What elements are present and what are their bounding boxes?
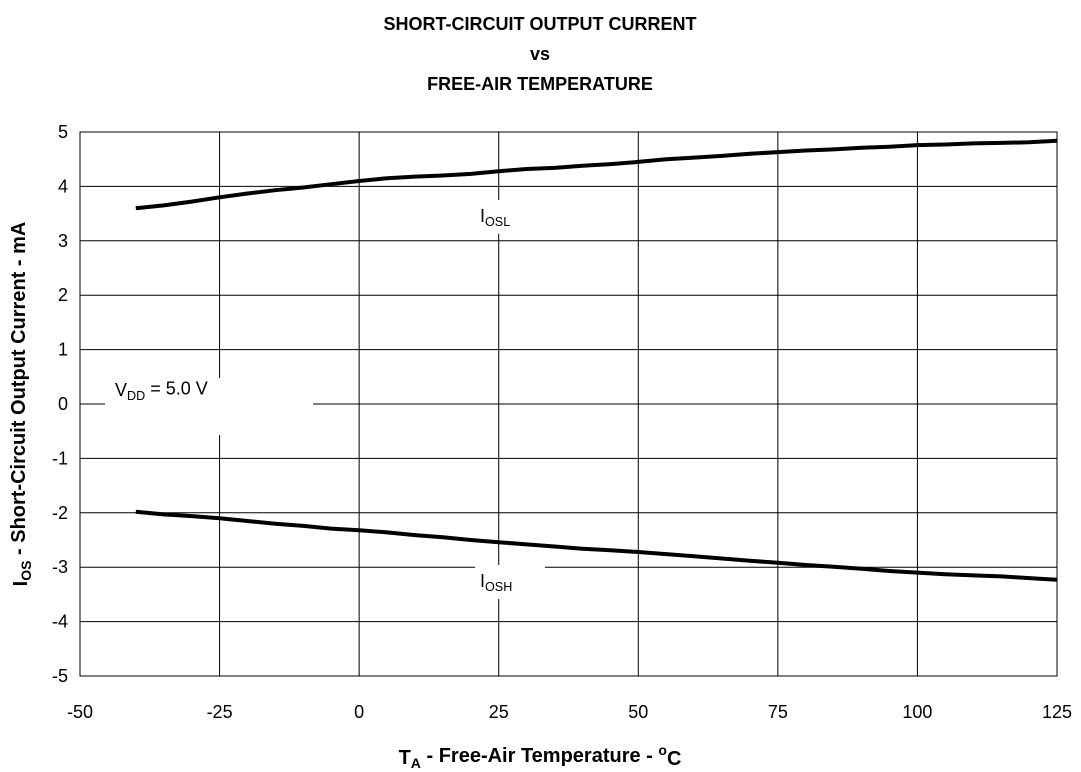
y-tick-label: 2 <box>58 285 68 305</box>
chart-title: FREE-AIR TEMPERATURE <box>427 74 653 94</box>
y-tick-label: 1 <box>58 340 68 360</box>
annotation: VDD = 5.0 V <box>115 378 208 402</box>
chart-title: SHORT-CIRCUIT OUTPUT CURRENT <box>384 14 697 34</box>
x-axis-label-part: T <box>399 747 411 769</box>
series-label: IOSL <box>480 206 510 229</box>
x-tick-label: 50 <box>628 702 648 722</box>
plot-border <box>79 131 1058 677</box>
y-tick-label: -5 <box>52 666 68 686</box>
x-tick-label: 75 <box>768 702 788 722</box>
label-background <box>475 200 545 234</box>
x-tick-label: 0 <box>354 702 364 722</box>
label-background <box>475 565 545 599</box>
y-tick-label: -1 <box>52 448 68 468</box>
x-axis-label: TA - Free-Air Temperature - oC <box>399 742 682 771</box>
y-tick-label: 0 <box>58 394 68 414</box>
y-tick-label: -3 <box>52 557 68 577</box>
annotation-part: V <box>115 380 127 400</box>
data-line <box>135 509 1058 582</box>
y-tick-label: 5 <box>58 122 68 142</box>
y-axis-label-part: OS <box>18 561 34 581</box>
series-label-part: OSL <box>485 215 510 229</box>
series-label-part: OSH <box>485 580 512 594</box>
x-axis-label-part: - Free-Air Temperature - <box>421 745 658 767</box>
y-axis-label: IOS - Short-Circuit Output Current - mA <box>8 222 34 587</box>
y-tick-label: 4 <box>58 176 68 196</box>
y-tick-label: 3 <box>58 231 68 251</box>
y-tick-label: -4 <box>52 612 68 632</box>
marks <box>135 138 1058 582</box>
x-axis-label-part: C <box>667 748 681 770</box>
x-axis-label-part: A <box>411 755 421 771</box>
series-label-part: I <box>480 571 485 591</box>
x-tick-label: 125 <box>1042 702 1072 722</box>
annotation-background <box>105 378 313 435</box>
y-axis-label-part: I <box>10 581 32 587</box>
y-tick-label: -2 <box>52 503 68 523</box>
x-tick-label: -50 <box>67 702 93 722</box>
labels: SHORT-CIRCUIT OUTPUT CURRENT vs FREE-AIR T… <box>8 14 1072 771</box>
x-tick-label: -25 <box>207 702 233 722</box>
series-label: IOSH <box>480 571 512 594</box>
y-axis-label-part: - Short-Circuit Output Current - mA <box>8 222 30 561</box>
x-tick-label: 100 <box>902 702 932 722</box>
data-line <box>135 138 1058 211</box>
annotation-part: = 5.0 V <box>145 378 208 398</box>
x-tick-label: 25 <box>489 702 509 722</box>
annotation-part: DD <box>127 389 145 403</box>
series-label-part: I <box>480 206 485 226</box>
x-axis-label-part: o <box>658 742 667 758</box>
chart-title: vs <box>530 44 550 64</box>
